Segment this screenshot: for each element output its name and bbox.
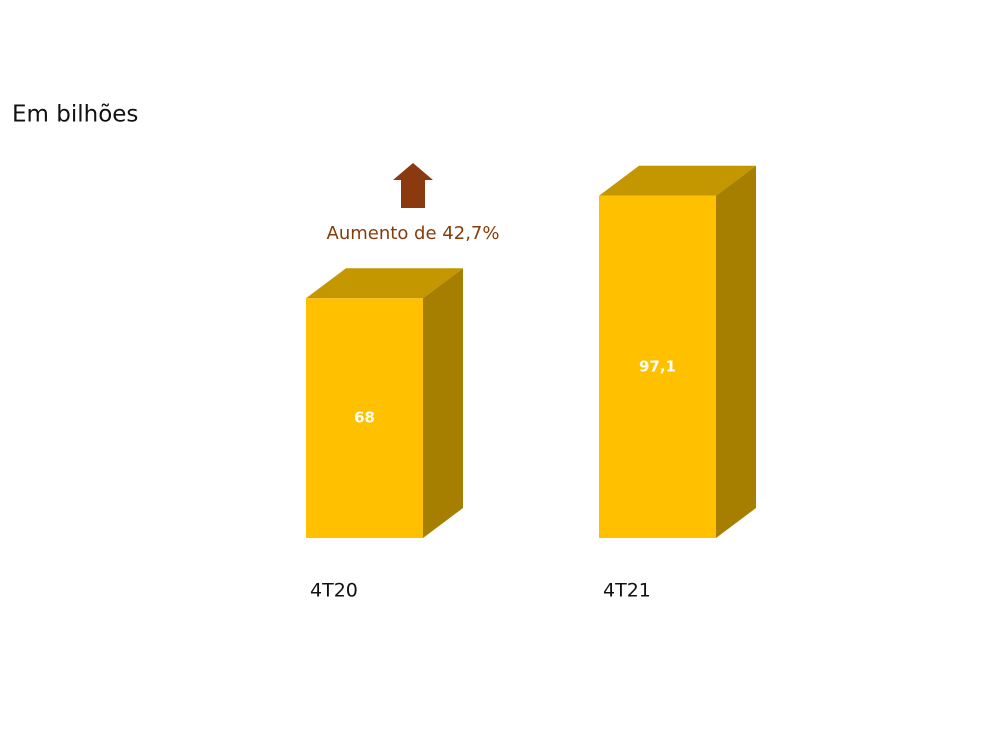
bar xyxy=(599,165,756,538)
bar-top xyxy=(599,165,756,196)
bar-front xyxy=(306,298,423,538)
bar-front xyxy=(599,195,716,538)
bar-side xyxy=(716,165,756,538)
bar-side xyxy=(423,268,463,538)
x-tick-label: 4T20 xyxy=(310,580,358,602)
value-label: 97,1 xyxy=(639,357,676,375)
subtitle: Em bilhões xyxy=(12,102,138,128)
bar-top xyxy=(306,268,463,299)
x-tick-label: 4T21 xyxy=(603,580,651,602)
increase-arrow xyxy=(393,163,433,208)
bar xyxy=(306,268,463,538)
annotation: Aumento de 42,7% xyxy=(327,223,500,244)
value-label: 68 xyxy=(354,409,375,427)
